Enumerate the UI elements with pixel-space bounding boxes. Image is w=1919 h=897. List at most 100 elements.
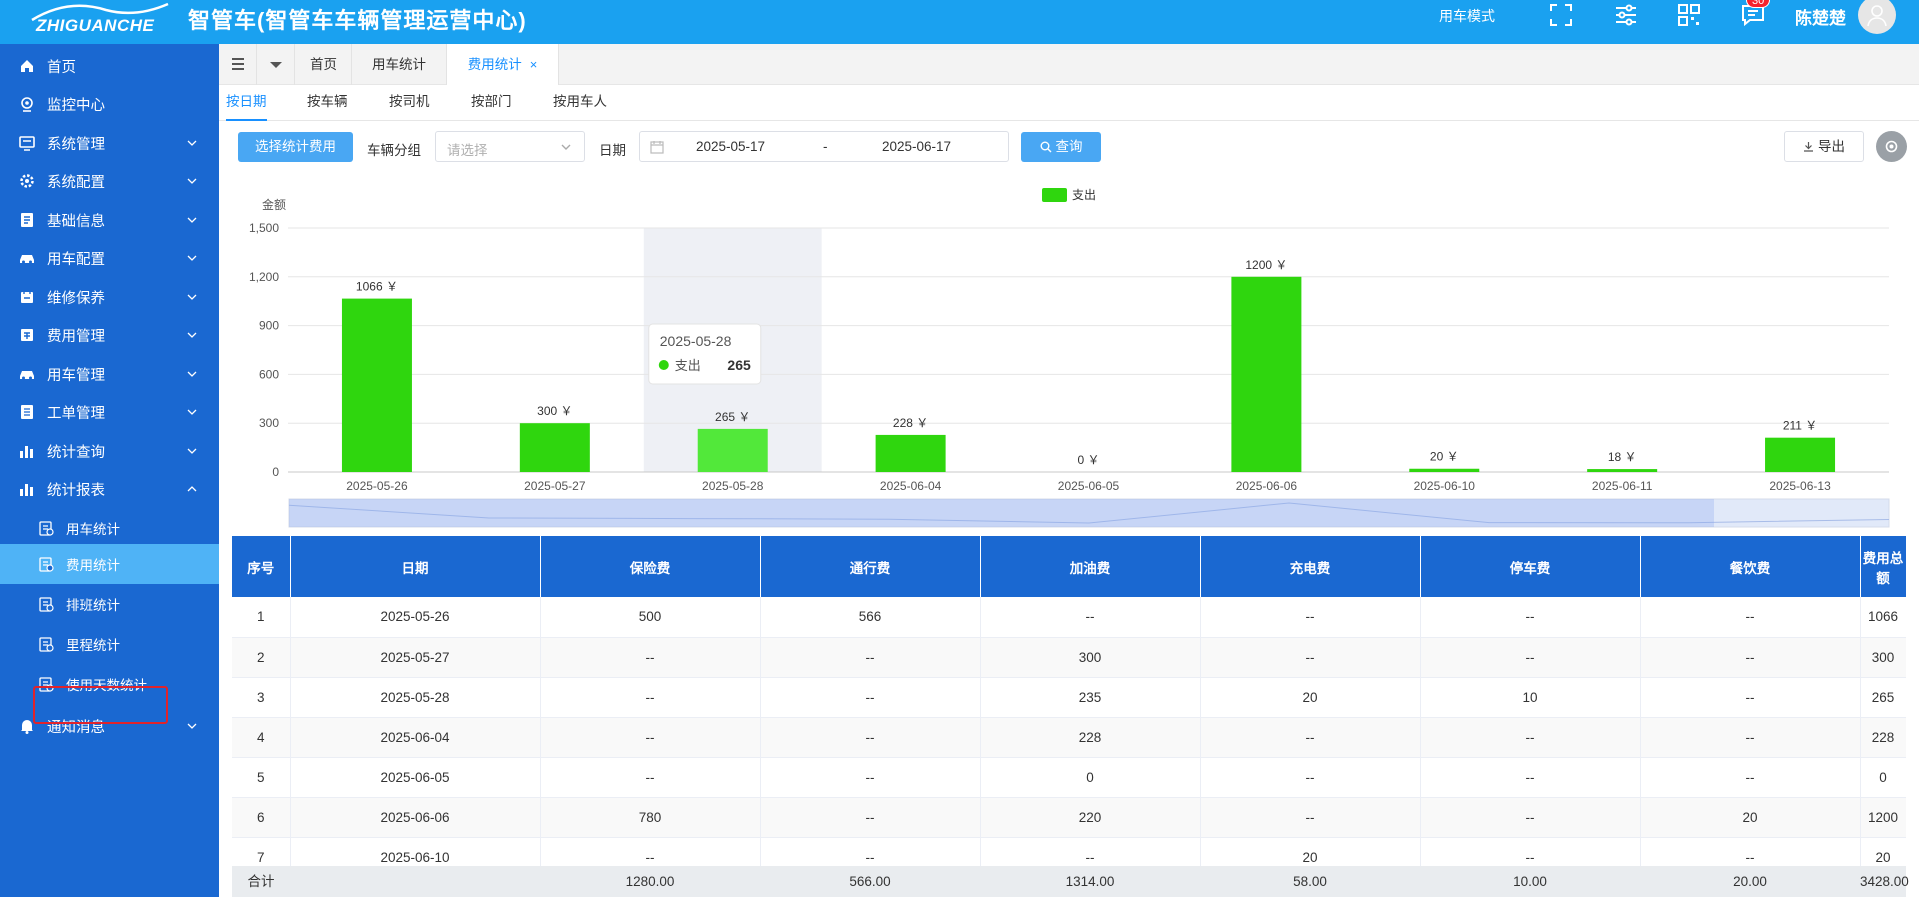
column-header: 日期 <box>290 536 541 597</box>
sidebar-subitem-label: 使用天数统计 <box>66 678 147 693</box>
sidebar-item-3[interactable]: 系统配置 <box>0 161 219 201</box>
tab-home[interactable]: 首页 <box>296 44 352 85</box>
sidebar-item-10[interactable]: 统计查询 <box>0 431 219 471</box>
table-cell: -- <box>980 597 1201 638</box>
sidebar-item-8[interactable]: 用车管理 <box>0 354 219 394</box>
bar <box>519 423 590 472</box>
date-end-input[interactable]: 2025-06-17 <box>882 139 952 154</box>
zoom-slider-window <box>289 499 1714 527</box>
sidebar-item-11[interactable]: 统计报表 <box>0 469 219 509</box>
table-cell: 20 <box>1640 797 1861 838</box>
bar <box>1409 468 1480 472</box>
sidebar-item-7[interactable]: 费用管理 <box>0 315 219 355</box>
table-cell: 1200 <box>1860 797 1906 838</box>
table-cell: -- <box>760 717 981 758</box>
group-select[interactable]: 请选择 <box>435 131 585 162</box>
logo: ZHIGUANCHE <box>28 0 178 40</box>
date-range-picker[interactable]: 2025-05-17 - 2025-06-17 <box>639 131 1009 162</box>
date-label: 日期 <box>599 143 626 158</box>
sidebar-item-label: 维修保养 <box>47 290 105 307</box>
sidebar-item-1[interactable]: 监控中心 <box>0 84 219 124</box>
data-label: 228 ￥ <box>893 416 928 430</box>
highlight-box <box>33 686 168 724</box>
table-cell: 1066 <box>1860 597 1906 638</box>
column-header: 加油费 <box>980 536 1201 597</box>
user-name[interactable]: 陈楚楚 <box>1795 9 1846 28</box>
sidebar-item-6[interactable]: 维修保养 <box>0 277 219 317</box>
close-icon[interactable]: × <box>529 57 538 72</box>
table-cell: 300 <box>980 637 1201 678</box>
mode-switch[interactable]: 用车模式 <box>1439 8 1495 24</box>
chevron-down-icon <box>187 255 197 261</box>
subtab-by-user[interactable]: 按用车人 <box>553 94 607 109</box>
fullscreen-icon[interactable] <box>1548 2 1574 28</box>
sidebar-subitem-0[interactable]: 用车统计 <box>0 508 219 548</box>
table-cell: 220 <box>980 797 1201 838</box>
date-start-input[interactable]: 2025-05-17 <box>696 139 766 154</box>
table-header-row: 序号 日期 保险费 通行费 加油费 充电费 停车费 餐饮费 费用总额 <box>232 536 1906 597</box>
subtab-by-date[interactable]: 按日期 <box>226 85 267 121</box>
tooltip-marker <box>658 360 669 370</box>
table-cell: -- <box>760 757 981 798</box>
sidebar-item-label: 统计查询 <box>47 444 105 461</box>
subtab-by-department[interactable]: 按部门 <box>471 94 512 109</box>
bar <box>1231 276 1302 472</box>
message-icon[interactable] <box>1740 2 1766 28</box>
table-cell: -- <box>1420 717 1641 758</box>
data-label: 211 ￥ <box>1783 419 1817 433</box>
table-cell: 2025-06-05 <box>290 757 541 798</box>
avatar[interactable] <box>1858 0 1896 34</box>
sidebar-subitem-1[interactable]: 费用统计 <box>0 544 219 584</box>
column-header: 通行费 <box>760 536 981 597</box>
chevron-down-icon <box>187 448 197 454</box>
sidebar-subitem-3[interactable]: 里程统计 <box>0 624 219 664</box>
subtab-by-driver[interactable]: 按司机 <box>389 94 430 109</box>
chevron-up-icon <box>187 486 197 492</box>
menu-toggle-icon[interactable] <box>219 44 257 85</box>
x-tick-label: 2025-05-26 <box>346 479 408 493</box>
sidebar-item-5[interactable]: 用车配置 <box>0 238 219 278</box>
select-fee-button[interactable]: 选择统计费用 <box>238 132 353 162</box>
table-cell: -- <box>1200 757 1421 798</box>
table-footer-row: 合计 1280.00 566.00 1314.00 58.00 10.00 20.00 342… <box>232 866 1909 897</box>
sidebar-item-label: 费用管理 <box>47 328 105 345</box>
tooltip-value: 265 <box>727 357 751 373</box>
car-icon <box>20 255 34 264</box>
table-cell: -- <box>1420 597 1641 638</box>
table-cell: -- <box>1200 637 1421 678</box>
table-row: 5 2025-06-05 -- -- 0 -- -- -- 0 <box>232 757 1906 798</box>
query-button[interactable]: 查询 <box>1021 132 1101 162</box>
x-tick-label: 2025-05-28 <box>702 479 764 493</box>
tooltip-title: 2025-05-28 <box>660 333 732 349</box>
group-select-placeholder: 请选择 <box>447 143 488 158</box>
subtab-by-vehicle[interactable]: 按车辆 <box>307 94 348 109</box>
sidebar-item-2[interactable]: 系统管理 <box>0 123 219 163</box>
x-tick-label: 2025-05-27 <box>524 479 586 493</box>
tab-fee-stats[interactable]: 费用统计 × <box>447 44 559 85</box>
export-button[interactable]: 导出 <box>1784 131 1864 162</box>
tab-vehicle-stats[interactable]: 用车统计 <box>352 44 447 85</box>
table-cell: -- <box>1420 637 1641 678</box>
qrcode-icon[interactable] <box>1676 2 1702 28</box>
sidebar-item-9[interactable]: 工单管理 <box>0 392 219 432</box>
sidebar-item-4[interactable]: 基础信息 <box>0 200 219 240</box>
table-cell: 2025-05-28 <box>290 677 541 718</box>
table-cell: -- <box>540 717 761 758</box>
table-cell: -- <box>1420 757 1641 798</box>
table-row: 4 2025-06-04 -- -- 228 -- -- -- 228 <box>232 717 1906 758</box>
table-cell: -- <box>540 757 761 798</box>
table-cell: 2025-06-04 <box>290 717 541 758</box>
y-axis-title: 金额 <box>262 197 286 212</box>
y-tick-label: 600 <box>259 367 279 381</box>
table-cell: 4 <box>232 717 291 758</box>
sidebar-subitem-2[interactable]: 排班统计 <box>0 584 219 624</box>
calendar-icon <box>650 140 664 157</box>
table-cell: 780 <box>540 797 761 838</box>
settings-gear-icon[interactable] <box>1876 131 1907 162</box>
chevron-down-icon <box>187 332 197 338</box>
sliders-icon[interactable] <box>1613 2 1639 28</box>
data-label: 0 ￥ <box>1077 453 1099 467</box>
sidebar-item-0[interactable]: 首页 <box>0 46 219 86</box>
tabs-dropdown-icon[interactable] <box>257 44 295 85</box>
chevron-down-icon <box>187 217 197 223</box>
